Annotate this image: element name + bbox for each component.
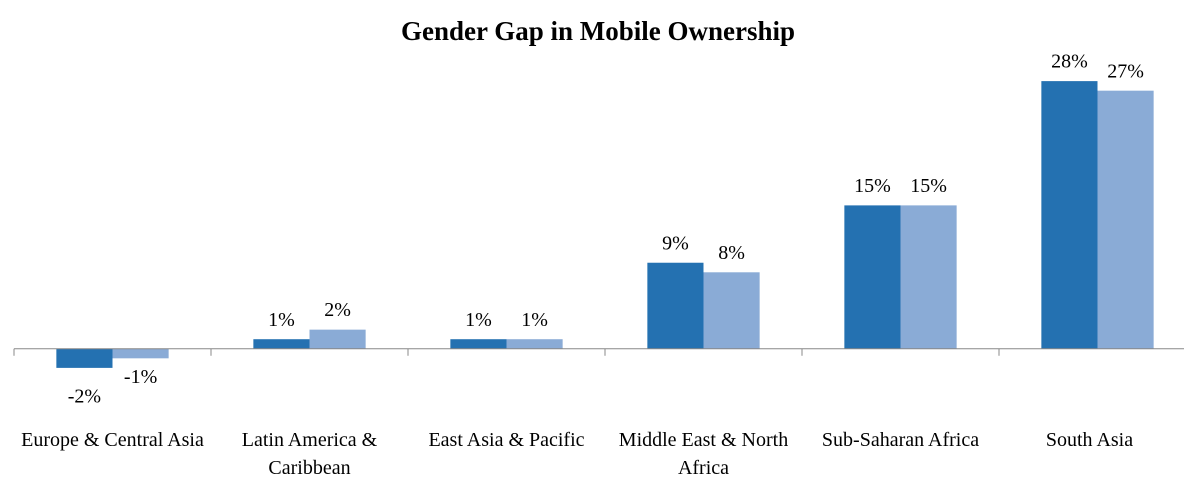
value-label: -2% [68,385,101,407]
bar [253,339,310,349]
x-tick-label: Europe & Central Asia [21,429,204,451]
bar [56,348,113,368]
bar [309,329,366,349]
value-label: 2% [324,299,351,321]
x-tick-label: East Asia & Pacific [428,429,585,451]
bar [703,272,760,349]
bar [112,348,169,359]
value-label: 1% [268,309,295,331]
bar [1041,81,1098,349]
value-label: 1% [521,309,548,331]
x-tick-label: Middle East & North Africa [618,429,789,479]
bar [450,339,507,349]
x-tick-label: South Asia [1045,429,1134,451]
chart-title: Gender Gap in Mobile Ownership [401,16,795,46]
bar [647,262,704,349]
value-label: -1% [124,366,157,388]
value-label: 27% [1107,60,1144,82]
bar [900,205,957,349]
x-tick-label: Latin America & Caribbean [241,429,378,479]
value-label: 8% [718,242,745,264]
x-tick-label: Sub-Saharan Africa [821,429,980,451]
bar [1097,90,1154,349]
value-label: 15% [910,175,947,197]
bar [844,205,901,349]
value-label: 1% [465,309,492,331]
bar [506,339,563,349]
value-label: 9% [662,232,689,254]
value-label: 15% [854,175,891,197]
value-label: 28% [1051,51,1088,73]
